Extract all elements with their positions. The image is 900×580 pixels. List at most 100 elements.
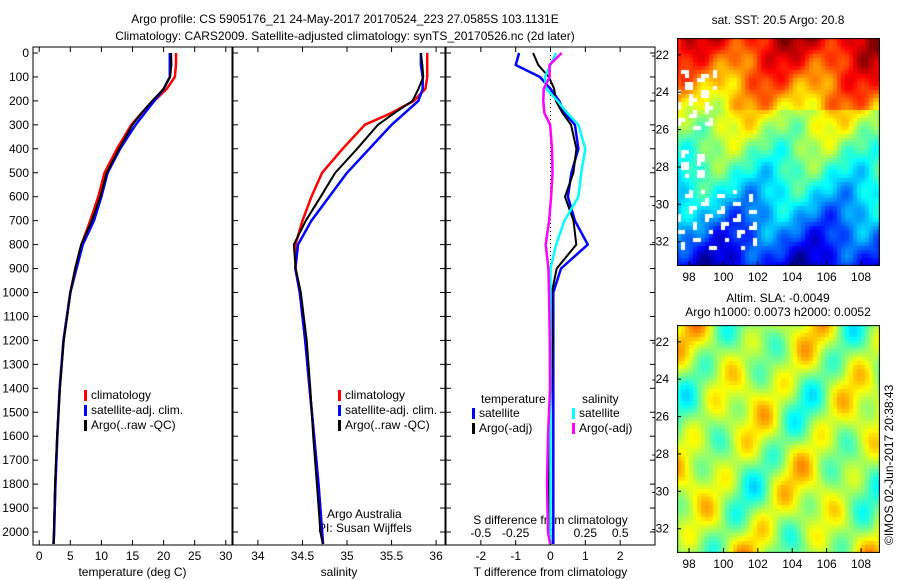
map-x-tick-label: 100 <box>713 270 733 284</box>
legend-swatch <box>572 423 575 434</box>
legend-label: climatology <box>91 388 151 402</box>
x-tick-label: 2 <box>617 549 624 563</box>
map-x-tick-label: 104 <box>782 270 802 284</box>
title-line2: Climatology: CARS2009. Satellite-adjuste… <box>115 29 575 43</box>
sla-map-title2: Argo h1000: 0.0073 h2000: 0.0052 <box>685 305 871 319</box>
map-x-tick-label: 98 <box>682 557 696 571</box>
x-tick-label: 10 <box>95 549 109 563</box>
x-axis-label: T difference from climatology <box>474 565 628 579</box>
sla-map-title1: Altim. SLA: -0.0049 <box>726 291 830 305</box>
y-tick-label: 1100 <box>3 309 29 323</box>
y-tick-label: 200 <box>9 94 29 108</box>
series-line-s-argo-adj- <box>542 52 563 545</box>
sla-heatmap <box>677 325 880 553</box>
map-x-tick-label: 104 <box>782 557 802 571</box>
legend-header-temperature: temperature <box>481 392 546 406</box>
y-tick-label: 300 <box>9 118 29 132</box>
y-tick-label: 400 <box>9 142 29 156</box>
x-tick-label: 30 <box>219 549 233 563</box>
x-tick-label: 0 <box>36 549 43 563</box>
y-tick-label: 1000 <box>2 286 29 300</box>
legend-label: Argo(..raw -QC) <box>91 418 176 432</box>
series-line-satellite-adj-clim- <box>294 53 424 545</box>
x-tick-label: 34.5 <box>291 549 315 563</box>
legend-swatch <box>472 408 475 419</box>
map-y-tick-label: -22 <box>652 48 670 62</box>
y-tick-label: 900 <box>9 262 29 276</box>
legend-swatch <box>572 408 575 419</box>
map-y-tick-label: -22 <box>652 335 670 349</box>
x2-tick-label: 0.25 <box>574 526 598 540</box>
map-y-tick-label: -32 <box>652 522 670 536</box>
x2-tick-label: -0.25 <box>502 526 530 540</box>
series-line-argo-raw-qc- <box>52 52 173 545</box>
series-line-climatology <box>52 53 178 545</box>
map-y-tick-label: -28 <box>652 160 670 174</box>
legend-label: Argo(..raw -QC) <box>345 418 430 432</box>
y-tick-label: 1200 <box>2 333 29 347</box>
map-x-tick-label: 102 <box>748 270 768 284</box>
y-tick-label: 1500 <box>2 405 29 419</box>
y-tick-label: 1700 <box>2 453 29 467</box>
sst-map-title: sat. SST: 20.5 Argo: 20.8 <box>712 13 845 27</box>
map-x-tick-label: 106 <box>817 270 837 284</box>
y-tick-label: 2000 <box>2 525 29 539</box>
map-y-tick-label: -30 <box>652 197 670 211</box>
y-tick-label: 1800 <box>2 477 29 491</box>
map-y-tick-label: -28 <box>652 447 670 461</box>
map-x-tick-label: 102 <box>748 557 768 571</box>
y-tick-label: 100 <box>9 70 29 84</box>
x-tick-label: 15 <box>126 549 140 563</box>
x-tick-label: 35.5 <box>380 549 404 563</box>
legend-swatch <box>84 420 87 431</box>
map-x-tick-label: 98 <box>682 270 696 284</box>
series-line-t-argo-adj- <box>532 52 578 545</box>
map-y-tick-label: -30 <box>652 484 670 498</box>
x-tick-label: 25 <box>188 549 202 563</box>
map-x-tick-label: 108 <box>851 270 871 284</box>
x-tick-label: 0 <box>547 549 554 563</box>
legend-swatch <box>338 420 341 431</box>
map-y-tick-label: -24 <box>652 85 670 99</box>
x-axis-label: salinity <box>321 565 358 579</box>
legend-swatch <box>84 390 87 401</box>
series-line-argo-raw-qc- <box>292 52 425 545</box>
series-line-s-satellite <box>543 52 587 544</box>
y-tick-label: 800 <box>9 238 29 252</box>
y-tick-label: 700 <box>9 214 29 228</box>
y-tick-label: 1900 <box>2 501 29 515</box>
x-tick-label: 1 <box>582 549 589 563</box>
y-tick-label: 1300 <box>2 357 29 371</box>
map-y-tick-label: -24 <box>652 372 670 386</box>
x-tick-label: 20 <box>157 549 171 563</box>
map-x-tick-label: 100 <box>713 557 733 571</box>
legend-label: satellite <box>579 406 620 420</box>
x-tick-label: 34 <box>251 549 265 563</box>
series-line-satellite-adj-clim- <box>52 53 172 545</box>
x-tick-label: 36 <box>429 549 443 563</box>
credit-text: Argo Australia <box>327 507 402 521</box>
x2-tick-label: -0.5 <box>470 526 491 540</box>
map-x-tick-label: 108 <box>851 557 871 571</box>
legend-swatch <box>472 423 475 434</box>
sst-heatmap <box>677 38 880 266</box>
legend-label: Argo(-adj) <box>579 421 632 435</box>
legend-label: satellite-adj. clim. <box>345 403 437 417</box>
y-tick-label: 1400 <box>2 381 29 395</box>
pi-text: PI: Susan Wijffels <box>318 521 412 535</box>
y-tick-label: 600 <box>9 190 29 204</box>
legend-label: Argo(-adj) <box>479 421 532 435</box>
legend-swatch <box>338 390 341 401</box>
x-tick-label: -1 <box>510 549 521 563</box>
legend-swatch <box>338 405 341 416</box>
x-tick-label: 5 <box>67 549 74 563</box>
legend-label: satellite <box>479 406 520 420</box>
legend-swatch <box>84 405 87 416</box>
x-tick-label: -2 <box>475 549 486 563</box>
legend-header-salinity: salinity <box>582 392 619 406</box>
y-tick-label: 500 <box>9 166 29 180</box>
timestamp-stamp: ©IMOS 02-Jun-2017 20:38:43 <box>882 384 896 545</box>
legend-label: satellite-adj. clim. <box>91 403 183 417</box>
